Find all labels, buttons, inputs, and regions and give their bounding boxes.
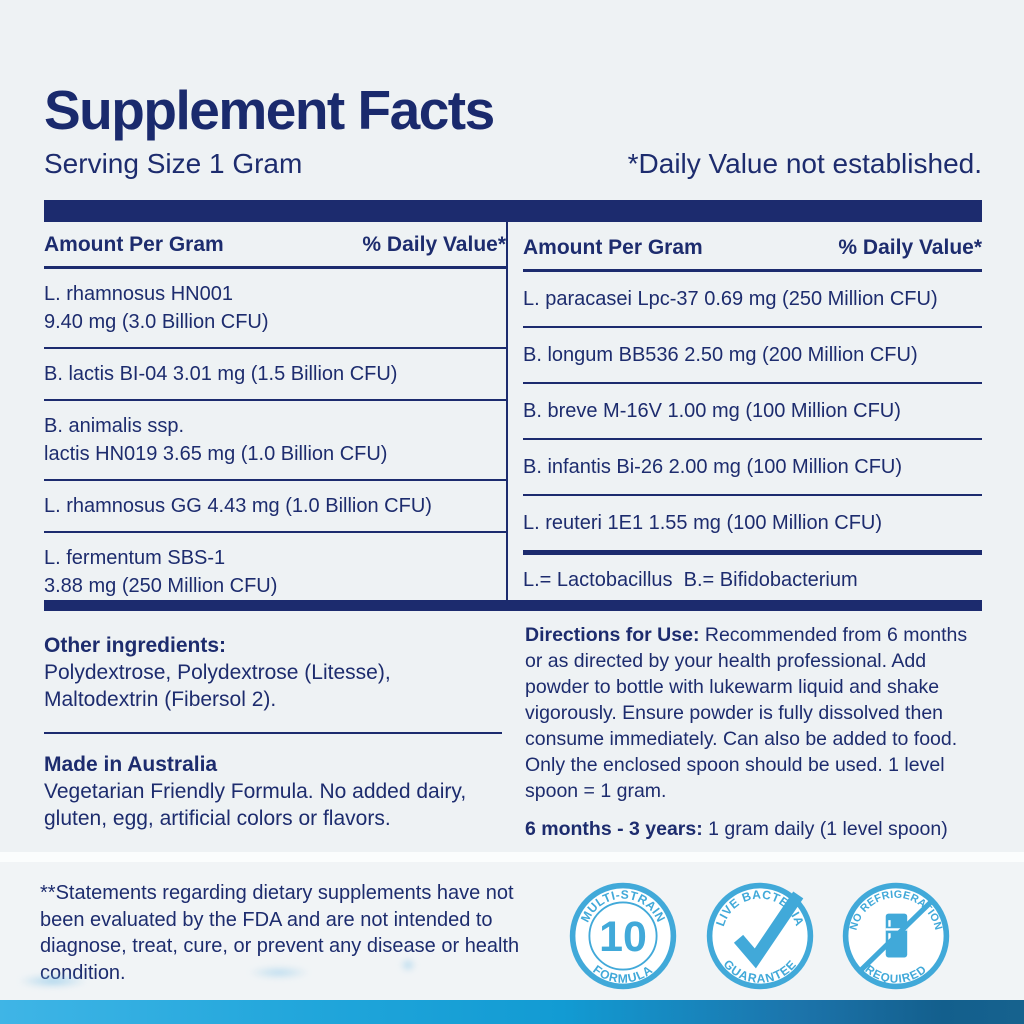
abbreviation-legend: L.= Lactobacillus B.= Bifidobacterium — [523, 569, 858, 591]
made-in-heading: Made in Australia — [44, 753, 218, 776]
ingredient-line: L. paracasei Lpc-37 0.69 mg (250 Million… — [523, 288, 938, 310]
right-rows: L. paracasei Lpc-37 0.69 mg (250 Million… — [523, 272, 982, 555]
table-row: B. animalis ssp. lactis HN019 3.65 mg (1.… — [44, 401, 506, 481]
dosage-body: 1 gram daily (1 level spoon) — [702, 818, 948, 840]
no-refrigeration-badge: NO REFRIGERATION REQUIRED — [842, 882, 950, 990]
made-in-body: Vegetarian Friendly Formula. No added da… — [44, 780, 467, 830]
page-title: Supplement Facts — [44, 79, 495, 141]
decorative-blob — [400, 958, 416, 972]
table-bottom-bar — [44, 600, 982, 611]
multi-strain-badge: MULTI-STRAIN FORMULA 10 — [569, 882, 677, 990]
daily-value-header: % Daily Value* — [838, 236, 982, 259]
dosage-lead: 6 months - 3 years: — [525, 818, 703, 840]
table-row: L. rhamnosus HN001 9.40 mg (3.0 Billion C… — [44, 269, 506, 349]
right-column: Amount Per Gram % Daily Value* L. paraca… — [508, 222, 982, 611]
amount-header: Amount Per Gram — [44, 233, 224, 256]
directions-section: Directions for Use: Recommended from 6 m… — [525, 622, 984, 842]
table-top-bar — [44, 200, 982, 222]
ingredient-line: 9.40 mg (3.0 Billion CFU) — [44, 311, 269, 333]
badge-bottom-text: FORMULA — [590, 962, 654, 985]
table-row: B. infantis Bi-26 2.00 mg (100 Million C… — [523, 440, 982, 496]
section-divider — [44, 732, 502, 734]
badge-ring — [569, 882, 677, 990]
table-row: B. lactis BI-04 3.01 mg (1.5 Billion CFU… — [44, 349, 506, 401]
decorative-blob — [18, 974, 88, 988]
ingredient-line: 3.88 mg (250 Million CFU) — [44, 575, 278, 597]
ingredient-line: L. reuteri 1E1 1.55 mg (100 Million CFU) — [523, 512, 883, 534]
table-row: B. breve M-16V 1.00 mg (100 Million CFU) — [523, 384, 982, 440]
other-ingredients-heading: Other ingredients: — [44, 634, 227, 657]
right-column-header: Amount Per Gram % Daily Value* — [523, 222, 982, 272]
strain-count: 10 — [599, 913, 647, 961]
daily-value-note: *Daily Value not established. — [627, 148, 982, 179]
left-column-header: Amount Per Gram % Daily Value* — [44, 222, 506, 269]
table-row: L. rhamnosus GG 4.43 mg (1.0 Billion CFU… — [44, 481, 506, 533]
ingredient-line: lactis HN019 3.65 mg (1.0 Billion CFU) — [44, 443, 388, 465]
other-ingredients-body: Polydextrose, Polydextrose (Litesse), Ma… — [44, 661, 391, 711]
table-row: L. fermentum SBS-1 3.88 mg (250 Million C… — [44, 533, 506, 611]
ingredient-line: B. breve M-16V 1.00 mg (100 Million CFU) — [523, 400, 901, 422]
ingredient-line: B. longum BB536 2.50 mg (200 Million CFU… — [523, 344, 918, 366]
column-divider — [506, 222, 508, 611]
decorative-blob — [248, 966, 310, 979]
table-row: B. longum BB536 2.50 mg (200 Million CFU… — [523, 328, 982, 384]
slash-icon — [859, 900, 933, 972]
serving-size: Serving Size 1 Gram — [44, 148, 303, 179]
ingredient-line: B. lactis BI-04 3.01 mg (1.5 Billion CFU… — [44, 363, 398, 385]
ingredient-line: L. rhamnosus GG 4.43 mg (1.0 Billion CFU… — [44, 495, 432, 517]
ingredient-line: L. rhamnosus HN001 — [44, 283, 233, 305]
table-row: L. reuteri 1E1 1.55 mg (100 Million CFU) — [523, 496, 982, 555]
ingredient-line: B. infantis Bi-26 2.00 mg (100 Million C… — [523, 456, 903, 478]
live-bacteria-badge: LIVE BACTERIA GUARANTEE — [706, 882, 814, 990]
left-rows: L. rhamnosus HN001 9.40 mg (3.0 Billion C… — [44, 269, 506, 611]
table-row: L. paracasei Lpc-37 0.69 mg (250 Million… — [523, 272, 982, 328]
svg-text:FORMULA: FORMULA — [590, 962, 655, 985]
amount-header: Amount Per Gram — [523, 236, 703, 259]
serving-row: Serving Size 1 Gram *Daily Value not est… — [44, 148, 982, 180]
bottom-gradient-band — [0, 1000, 1024, 1024]
white-divider-strip — [0, 852, 1024, 862]
left-column: Amount Per Gram % Daily Value* L. rhamno… — [44, 222, 506, 611]
badge-inner-ring — [588, 901, 658, 971]
dosage-paragraph: 6 months - 3 years: 1 gram daily (1 leve… — [525, 816, 984, 842]
other-ingredients-section: Other ingredients: Polydextrose, Polydex… — [44, 632, 502, 832]
ingredient-line: L. fermentum SBS-1 — [44, 547, 226, 569]
directions-paragraph: Directions for Use: Recommended from 6 m… — [525, 622, 984, 804]
directions-lead: Directions for Use: — [525, 624, 700, 646]
ingredient-line: B. animalis ssp. — [44, 415, 185, 437]
daily-value-header: % Daily Value* — [362, 233, 506, 256]
directions-body: Recommended from 6 months or as directed… — [525, 624, 968, 802]
facts-table: Amount Per Gram % Daily Value* L. rhamno… — [44, 222, 982, 611]
checkmark-icon — [733, 891, 804, 969]
